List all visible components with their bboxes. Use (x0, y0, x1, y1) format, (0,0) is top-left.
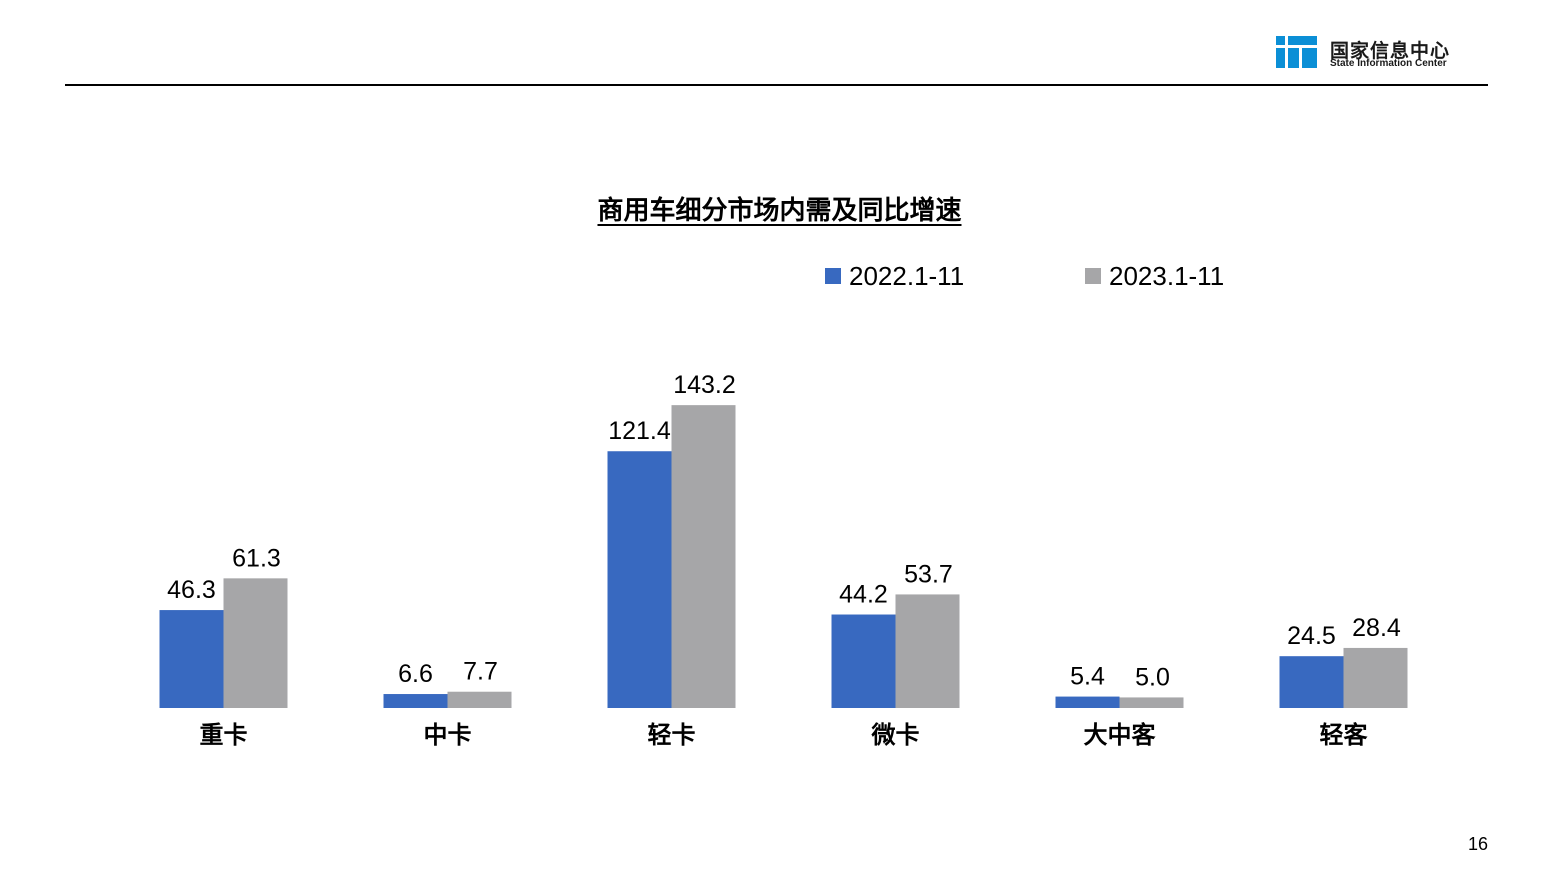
data-label-2-1: 61.3 (232, 544, 281, 572)
bar-2-6 (1343, 647, 1408, 708)
logo-name-cn: 国家信息中心 (1330, 40, 1451, 62)
bar-1-2 (383, 694, 448, 708)
category-label-3: 轻卡 (648, 721, 696, 749)
legend-label-series-2: 2023.1-11 (1109, 260, 1225, 291)
legend-swatch-series-1 (825, 268, 841, 284)
data-label-1-5: 5.4 (1070, 663, 1105, 691)
data-label-2-3: 143.2 (673, 371, 736, 399)
data-label-1-6: 24.5 (1287, 622, 1336, 650)
bar-1-1 (159, 610, 224, 708)
data-label-2-5: 5.0 (1135, 663, 1170, 691)
bar-2-5 (1119, 697, 1184, 708)
category-label-2: 中卡 (424, 721, 472, 749)
data-label-1-1: 46.3 (167, 576, 216, 604)
logo-name-en: State Information Center (1330, 58, 1447, 69)
data-label-2-6: 28.4 (1352, 614, 1401, 642)
bar-2-1 (223, 578, 288, 708)
bar-1-5 (1055, 696, 1120, 708)
chart-title: 商用车细分市场内需及同比增速 (597, 196, 962, 226)
data-label-1-2: 6.6 (398, 660, 433, 688)
legend-item-series-1: 2022.1-11 (825, 261, 964, 292)
data-label-1-3: 121.4 (608, 417, 671, 445)
bar-1-3 (607, 451, 672, 708)
header-divider (65, 84, 1488, 86)
category-label-4: 微卡 (871, 721, 920, 749)
data-label-1-4: 44.2 (839, 581, 888, 609)
logo: 国家信息中心 State Information Center (1276, 36, 1491, 70)
legend-item-series-2: 2023.1-11 (1085, 261, 1224, 292)
bar-2-2 (447, 691, 512, 708)
legend-swatch-series-2 (1085, 268, 1101, 284)
logo-mark-icon (1276, 36, 1317, 68)
page-number: 16 (1468, 834, 1489, 854)
data-label-2-4: 53.7 (904, 560, 953, 588)
bar-2-3 (671, 405, 736, 708)
bar-1-6 (1279, 656, 1344, 708)
bar-1-4 (831, 614, 896, 708)
category-label-6: 轻客 (1320, 721, 1369, 749)
category-label-5: 大中客 (1084, 721, 1157, 749)
data-label-2-2: 7.7 (463, 658, 498, 686)
legend-label-series-1: 2022.1-11 (849, 260, 965, 291)
bar-2-4 (895, 594, 960, 708)
category-label-1: 重卡 (200, 721, 248, 749)
